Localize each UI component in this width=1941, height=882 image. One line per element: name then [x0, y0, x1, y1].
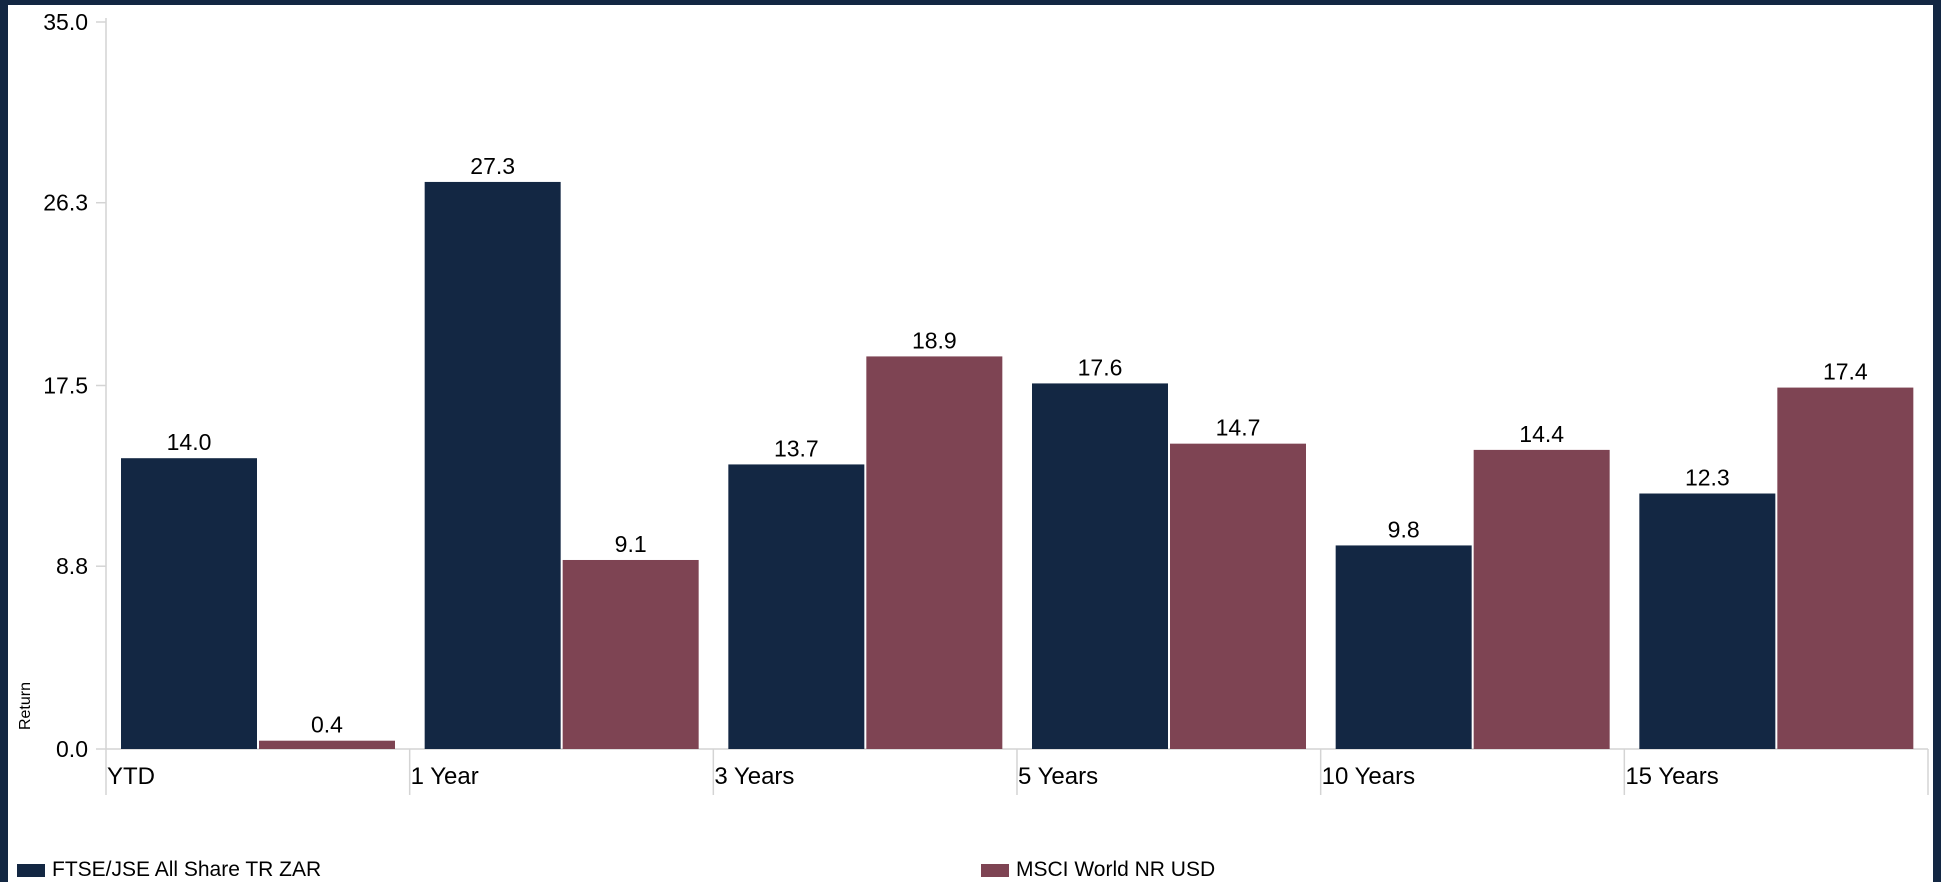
- bar-value-label: 18.9: [912, 327, 957, 353]
- legend: FTSE/JSE All Share TR ZAR MSCI World NR …: [0, 858, 1941, 882]
- legend-label-msci-world: MSCI World NR USD: [1016, 858, 1216, 881]
- bar-value-label: 9.1: [615, 531, 647, 557]
- y-tick-label: 35.0: [43, 9, 88, 35]
- bar-ftse-jse: [1032, 383, 1168, 749]
- bar-value-label: 17.6: [1078, 354, 1123, 380]
- bar-msci-world: [1170, 443, 1306, 749]
- bar-value-label: 14.4: [1519, 421, 1564, 447]
- bar-ftse-jse: [121, 458, 257, 749]
- bar-msci-world: [562, 559, 699, 749]
- bar-value-label: 14.7: [1216, 415, 1261, 441]
- bar-msci-world: [1473, 449, 1610, 749]
- y-tick-label: 0.0: [56, 736, 88, 762]
- legend-item-ftse-jse: FTSE/JSE All Share TR ZAR: [17, 858, 321, 882]
- x-category-label: 10 Years: [1322, 763, 1415, 790]
- bar-ftse-jse: [424, 181, 561, 749]
- bar-value-label: 17.4: [1823, 359, 1868, 385]
- legend-swatch-msci-world: [981, 863, 1009, 877]
- value-labels: 14.0 27.3 13.7 17.6 9.8 12.3 0.4 9.1 18.9 14.7 14.…: [167, 153, 1868, 738]
- y-tick-label: 17.5: [43, 373, 88, 399]
- bar-msci-world: [259, 740, 395, 749]
- bar-value-label: 12.3: [1685, 465, 1730, 491]
- legend-item-msci-world: MSCI World NR USD: [981, 858, 1215, 882]
- bar-msci-world: [1777, 387, 1914, 749]
- y-axis: 0.0 8.8 17.5 26.3 35.0: [43, 9, 107, 762]
- x-axis: YTD 1 Year 3 Years 5 Years 10 Years 15 Years: [105, 748, 1929, 795]
- legend-label-ftse-jse: FTSE/JSE All Share TR ZAR: [52, 858, 322, 881]
- y-tick-label: 8.8: [56, 553, 88, 579]
- y-axis-title: Return: [17, 682, 34, 730]
- bar-value-label: 13.7: [774, 435, 819, 461]
- bar-value-label: 0.4: [311, 712, 343, 738]
- bar-value-label: 14.0: [167, 429, 212, 455]
- x-category-label: 15 Years: [1625, 763, 1718, 790]
- bar-value-label: 27.3: [470, 153, 515, 179]
- x-category-label: YTD: [107, 763, 155, 790]
- legend-swatch-ftse-jse: [17, 863, 45, 877]
- bars: [121, 181, 1914, 749]
- y-tick-label: 26.3: [43, 190, 88, 216]
- bar-ftse-jse: [1639, 493, 1776, 749]
- x-category-label: 5 Years: [1018, 763, 1098, 790]
- bar-ftse-jse: [728, 464, 865, 749]
- bar-value-label: 9.8: [1388, 516, 1420, 542]
- bar-ftse-jse: [1335, 545, 1472, 749]
- bar-msci-world: [866, 356, 1003, 749]
- x-category-label: 1 Year: [411, 763, 479, 790]
- x-category-label: 3 Years: [714, 763, 794, 790]
